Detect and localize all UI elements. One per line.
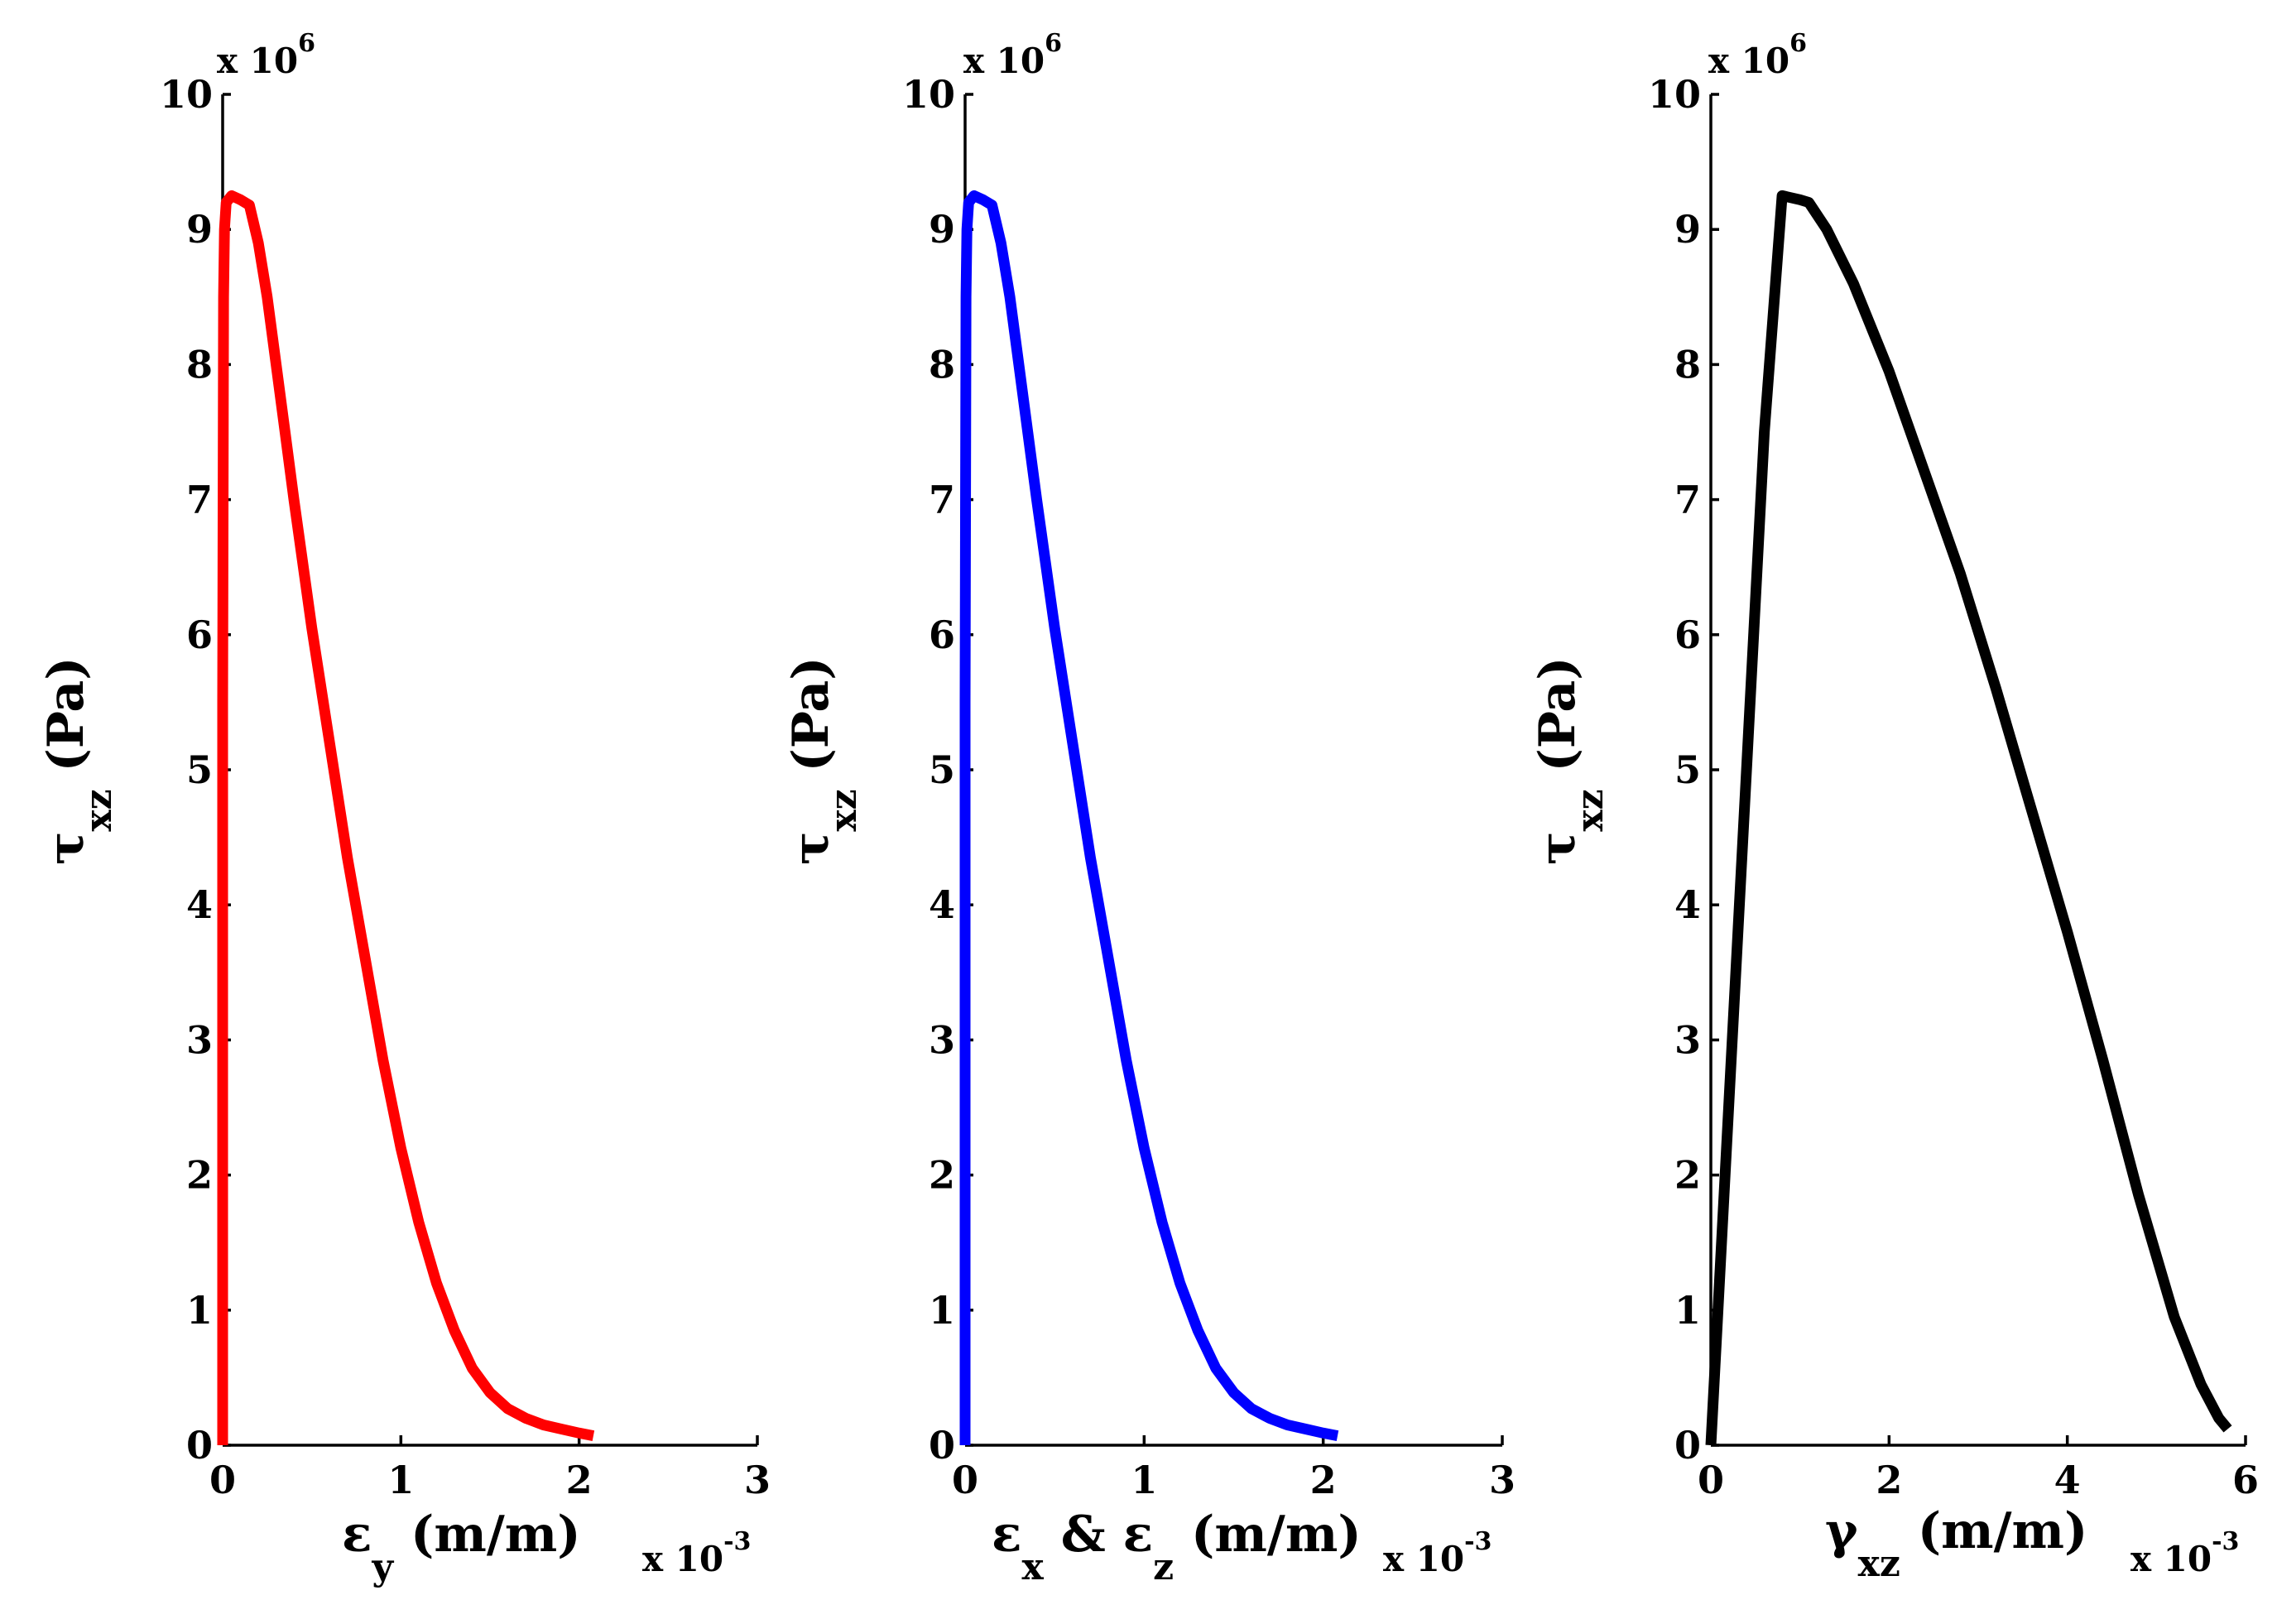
panel2-y-multiplier: x 106	[963, 29, 1062, 81]
y-tick-label: 10	[1648, 72, 1701, 117]
x-tick-label: 6	[2232, 1458, 2259, 1502]
panel-gamma-xz: 0 1 2 3 4 5 6 7 8 9 10 0 2 4 6 x 106 x 10-3 γxz (m/m)…	[1529, 29, 2259, 1585]
x-tick-label: 1	[387, 1458, 414, 1502]
x-tick-label: 3	[744, 1458, 771, 1502]
panel1-yticks: 0 1 2 3 4 5 6 7 8 9 10	[160, 72, 231, 1468]
y-tick-label: 7	[186, 478, 213, 522]
y-tick-label: 6	[186, 613, 213, 657]
x-tick-label: 0	[209, 1458, 236, 1502]
panel-epsilon-x-z: 0 1 2 3 4 5 6 7 8 9 10 0 1 2 3 x 106 x 10-3 εx & εz (…	[782, 29, 1516, 1588]
y-tick-label: 5	[929, 747, 955, 792]
x-tick-label: 1	[1131, 1458, 1157, 1502]
y-tick-label: 7	[1674, 478, 1701, 522]
panel2-x-multiplier: x 10-3	[1383, 1527, 1492, 1579]
panel3-x-multiplier: x 10-3	[2130, 1527, 2239, 1579]
panel3-yticks: 0 1 2 3 4 5 6 7 8 9 10	[1648, 72, 1719, 1468]
y-tick-label: 8	[929, 342, 955, 387]
y-tick-label: 10	[902, 72, 955, 117]
y-tick-label: 1	[929, 1288, 955, 1333]
x-tick-label: 0	[1698, 1458, 1724, 1502]
panel2-curve	[959, 190, 1339, 1445]
y-tick-label: 4	[1674, 882, 1701, 927]
y-tick-label: 1	[1674, 1288, 1701, 1333]
y-tick-label: 9	[1674, 207, 1701, 252]
y-tick-label: 0	[1674, 1423, 1701, 1468]
x-tick-label: 2	[566, 1458, 593, 1502]
y-tick-label: 6	[929, 613, 955, 657]
y-tick-label: 4	[929, 882, 955, 927]
y-tick-label: 5	[1674, 747, 1701, 792]
panel3-curve	[1705, 190, 2232, 1446]
y-tick-label: 3	[929, 1017, 955, 1062]
y-tick-label: 6	[1674, 613, 1701, 657]
y-tick-label: 9	[929, 207, 955, 252]
x-tick-label: 2	[1310, 1458, 1337, 1502]
y-tick-label: 4	[186, 882, 213, 927]
y-tick-label: 7	[929, 478, 955, 522]
x-tick-label: 2	[1876, 1458, 1902, 1502]
y-tick-label: 10	[160, 72, 213, 117]
panel2-yticks: 0 1 2 3 4 5 6 7 8 9 10	[902, 72, 973, 1468]
panel2-xticks: 0 1 2 3	[952, 1435, 1516, 1502]
y-tick-label: 9	[186, 207, 213, 252]
panel2-x-label: εx & εz (m/m)	[992, 1506, 1362, 1588]
panel1-curve	[217, 190, 595, 1445]
y-tick-label: 3	[186, 1017, 213, 1062]
y-tick-label: 0	[929, 1423, 955, 1468]
x-tick-label: 4	[2054, 1458, 2081, 1502]
panel1-y-multiplier: x 106	[217, 29, 315, 81]
panel2-y-label: τxz (Pa)	[782, 656, 865, 865]
panel1-y-label: τxz (Pa)	[37, 656, 120, 865]
panel1-x-multiplier: x 10-3	[642, 1527, 751, 1579]
panel1-x-label: εy (m/m)	[342, 1506, 581, 1588]
y-tick-label: 2	[929, 1153, 955, 1198]
y-tick-label: 3	[1674, 1017, 1701, 1062]
y-tick-label: 8	[1674, 342, 1701, 387]
panel1-xticks: 0 1 2 3	[209, 1435, 771, 1502]
panel3-y-label: τxz (Pa)	[1529, 656, 1612, 865]
y-tick-label: 0	[186, 1423, 213, 1468]
y-tick-label: 2	[1674, 1153, 1701, 1198]
x-tick-label: 3	[1489, 1458, 1516, 1502]
y-tick-label: 5	[186, 747, 213, 792]
y-tick-label: 8	[186, 342, 213, 387]
y-tick-label: 2	[186, 1153, 213, 1198]
panel3-y-multiplier: x 106	[1708, 29, 1807, 81]
x-tick-label: 0	[952, 1458, 978, 1502]
panel3-x-label: γxz (m/m)	[1825, 1502, 2087, 1585]
y-tick-label: 1	[186, 1288, 213, 1333]
